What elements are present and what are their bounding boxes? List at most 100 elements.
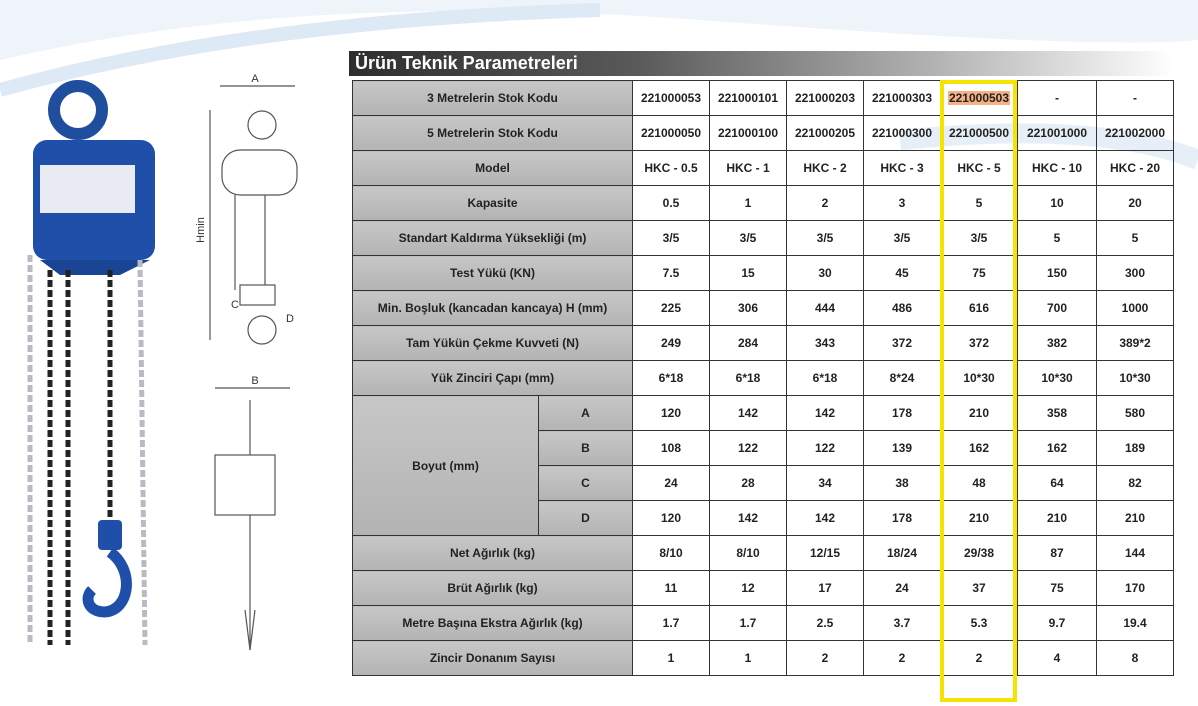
dimension-diagram <box>209 85 298 651</box>
table-cell: 1000 <box>1096 290 1174 326</box>
table-cell: 221001000 <box>1017 115 1097 151</box>
cell-text: 225 <box>660 301 682 315</box>
row-label: Test Yükü (KN) <box>352 255 633 291</box>
table-cell: HKC - 10 <box>1017 150 1097 186</box>
table-cell: 8 <box>1096 640 1174 676</box>
table-cell: 5 <box>1017 220 1097 256</box>
cell-text: 8/10 <box>736 546 760 560</box>
spec-table: 3 Metrelerin Stok Kodu 221000053 221000101… <box>352 80 1174 676</box>
table-cell: 48 <box>940 465 1018 501</box>
table-cell: 120 <box>632 395 710 431</box>
cell-text: 48 <box>972 476 986 490</box>
table-cell: 6*18 <box>786 360 864 396</box>
row-label: Brüt Ağırlık (kg) <box>352 570 633 606</box>
row-label: 5 Metrelerin Stok Kodu <box>352 115 633 151</box>
cell-text: 17 <box>818 581 832 595</box>
cell-text: 6*18 <box>658 371 684 385</box>
row-label: Net Ağırlık (kg) <box>352 535 633 571</box>
table-cell: 486 <box>863 290 941 326</box>
table-cell: HKC - 0.5 <box>632 150 710 186</box>
cell-text: 444 <box>814 301 836 315</box>
cell-text: 38 <box>895 476 909 490</box>
table-cell: 284 <box>709 325 787 361</box>
table-cell: 75 <box>1017 570 1097 606</box>
table-cell: 162 <box>940 430 1018 466</box>
table-cell: 343 <box>786 325 864 361</box>
cell-text: 3.7 <box>893 616 911 630</box>
cell-text: 11 <box>664 581 678 595</box>
cell-text: 162 <box>1046 441 1068 455</box>
table-cell: 3/5 <box>786 220 864 256</box>
table-cell: 24 <box>863 570 941 606</box>
cell-text: Brüt Ağırlık (kg) <box>447 581 538 595</box>
cell-text: 3 <box>898 196 906 210</box>
table-cell: 221000503 <box>940 80 1018 116</box>
cell-text: 142 <box>814 511 836 525</box>
table-cell: 3/5 <box>709 220 787 256</box>
table-cell: 225 <box>632 290 710 326</box>
table-row: Boyut (mm) A 120 142 142 178 210 358 580 <box>352 395 1174 536</box>
table-cell: 3/5 <box>863 220 941 256</box>
table-cell: - <box>1017 80 1097 116</box>
cell-text: Boyut (mm) <box>412 458 479 473</box>
cell-text: 20 <box>1128 196 1142 210</box>
cell-text: 10*30 <box>1119 371 1151 385</box>
cell-text: 210 <box>968 511 990 525</box>
cell-text: 142 <box>737 406 759 420</box>
table-row: Yük Zinciri Çapı (mm) 6*18 6*18 6*18 8*24 10*… <box>352 360 1174 396</box>
cell-text: 1.7 <box>662 616 680 630</box>
table-row: C 24 28 34 38 48 64 82 <box>353 465 1174 501</box>
row-label: A <box>538 395 633 431</box>
cell-text: Yük Zinciri Çapı (mm) <box>430 371 555 385</box>
table-cell: 700 <box>1017 290 1097 326</box>
cell-text: 1 <box>667 651 675 665</box>
cell-text: 3/5 <box>816 231 834 245</box>
cell-text: 284 <box>737 336 759 350</box>
cell-text: 221002000 <box>1104 126 1166 140</box>
table-cell: 616 <box>940 290 1018 326</box>
cell-text: 5 <box>975 196 983 210</box>
table-cell: 1.7 <box>632 605 710 641</box>
cell-text: 7.5 <box>662 266 680 280</box>
row-label: 3 Metrelerin Stok Kodu <box>352 80 633 116</box>
row-label: Yük Zinciri Çapı (mm) <box>352 360 633 396</box>
table-cell: 29/38 <box>940 535 1018 571</box>
table-cell: 2.5 <box>786 605 864 641</box>
cell-text: 162 <box>968 441 990 455</box>
cell-text: Metre Başına Ekstra Ağırlık (kg) <box>402 616 583 630</box>
cell-text: 221000503 <box>947 91 1011 105</box>
section-title: Ürün Teknik Parametreleri <box>349 51 1175 76</box>
row-label: C <box>538 465 633 501</box>
cell-text: 10*30 <box>1041 371 1073 385</box>
cell-text: 221000053 <box>640 91 702 105</box>
table-row: Min. Boşluk (kancadan kancaya) H (mm) 225… <box>352 290 1174 326</box>
table-cell: 142 <box>786 395 864 431</box>
cell-text: 64 <box>1050 476 1064 490</box>
table-cell: 6*18 <box>632 360 710 396</box>
hoist-photo <box>27 80 155 646</box>
table-cell: 170 <box>1096 570 1174 606</box>
table-cell: 18/24 <box>863 535 941 571</box>
table-cell: 87 <box>1017 535 1097 571</box>
table-cell: 2 <box>940 640 1018 676</box>
table-cell: 34 <box>786 465 864 501</box>
cell-text: 221000205 <box>794 126 856 140</box>
table-cell: 38 <box>863 465 941 501</box>
table-row: Net Ağırlık (kg) 8/10 8/10 12/15 18/24 29/38 8… <box>352 535 1174 571</box>
table-cell: 7.5 <box>632 255 710 291</box>
diagram-label: D <box>286 313 294 325</box>
cell-text: HKC - 20 <box>1109 161 1160 175</box>
cell-text: 2.5 <box>816 616 834 630</box>
diagram-label: Hmin <box>195 217 207 243</box>
table-cell: 142 <box>709 395 787 431</box>
table-cell: 210 <box>940 395 1018 431</box>
cell-text: 178 <box>891 511 913 525</box>
cell-text: 6*18 <box>735 371 761 385</box>
cell-text: 122 <box>737 441 759 455</box>
table-cell: 221002000 <box>1096 115 1174 151</box>
cell-text: 580 <box>1124 406 1146 420</box>
cell-text: 12 <box>741 581 755 595</box>
cell-text: Standart Kaldırma Yüksekliği (m) <box>398 231 587 245</box>
cell-text: 29/38 <box>963 546 995 560</box>
table-cell: HKC - 5 <box>940 150 1018 186</box>
